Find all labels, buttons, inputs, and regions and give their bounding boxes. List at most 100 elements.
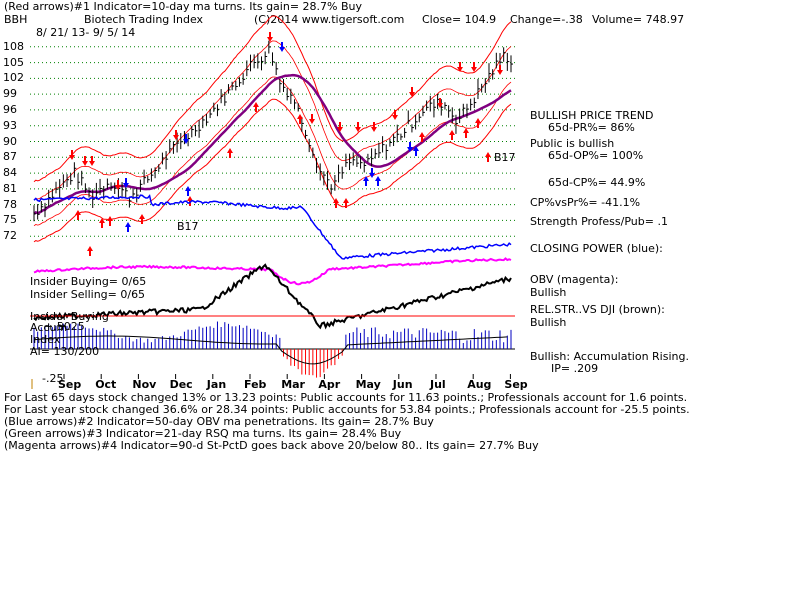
buy-arrow	[333, 198, 339, 208]
closing-power-line	[33, 194, 512, 260]
buy-arrow	[227, 148, 233, 158]
copyright: (C)2014 www.tigersoft.com	[254, 13, 405, 26]
y-tick-label: 81	[3, 181, 17, 195]
y-tick-label: 96	[3, 102, 17, 116]
x-tick-label: Nov	[132, 378, 157, 391]
sell-arrow	[409, 87, 415, 97]
y-tick-label: 78	[3, 197, 17, 211]
index-name: Biotech Trading Index	[84, 13, 204, 26]
blue-arrow	[369, 168, 375, 178]
buy-arrow	[297, 114, 303, 124]
blue-arrow	[123, 178, 129, 188]
obv-label: OBV (magenta):	[530, 273, 619, 286]
sell-arrow	[337, 122, 343, 132]
closing-power-label: CLOSING POWER (blue):	[530, 242, 663, 255]
op-value: 65d-OP%= 100%	[548, 149, 644, 162]
pr-value: 65d-PR%= 86%	[548, 121, 635, 134]
x-tick-label: Feb	[244, 378, 267, 391]
inner-lower-band	[33, 76, 512, 227]
acc-minus25: -.25	[42, 372, 64, 385]
buy-arrow	[475, 118, 481, 128]
symbol: BBH	[4, 13, 28, 26]
buy-arrow	[139, 214, 145, 224]
sell-arrow	[267, 32, 273, 42]
y-tick-label: 93	[3, 118, 17, 132]
x-tick-label: Jan	[206, 378, 227, 391]
b17-left-annotation: B17	[177, 220, 199, 233]
sell-arrow	[89, 156, 95, 166]
buy-arrow	[419, 132, 425, 142]
upper-band	[33, 15, 512, 183]
sell-arrow	[457, 62, 463, 72]
sell-arrow	[437, 98, 443, 108]
y-tick-label: 75	[3, 213, 17, 227]
sell-arrow	[115, 180, 121, 190]
acc-plus50: +.50	[44, 320, 71, 333]
y-tick-label: 102	[3, 71, 24, 85]
sell-arrow	[471, 62, 477, 72]
x-tick-label: Dec	[169, 378, 193, 391]
blue-arrow	[279, 42, 285, 52]
relstr-line	[33, 263, 512, 330]
x-tick-label: Mar	[281, 378, 305, 391]
x-tick-label: Sep	[58, 378, 82, 391]
insider-selling: Insider Selling= 0/65	[30, 288, 146, 301]
footer-line-2: For Last year stock changed 36.6% or 28.…	[4, 403, 690, 416]
cp-value: 65d-CP%= 44.9%	[548, 176, 646, 189]
blue-up-arrow	[185, 186, 191, 196]
footer-line-5: (Magenta arrows)#4 Indicator=90-d St-Pct…	[4, 439, 539, 452]
sell-arrow	[497, 65, 503, 75]
moving-average-line	[33, 73, 512, 215]
sell-arrow	[392, 110, 398, 120]
ai-value: AI= 130/200	[30, 345, 100, 358]
sell-arrow	[355, 122, 361, 132]
indicator-1-line: (Red arrows)#1 Indicator=10-day ma turns…	[4, 0, 362, 13]
accum-ma-line	[33, 335, 508, 365]
blue-up-arrow	[413, 146, 419, 156]
footer-line-1: For Last 65 days stock changed 13% or 13…	[4, 391, 688, 404]
y-tick-label: 84	[3, 166, 17, 180]
blue-arrow	[183, 134, 189, 144]
relstr-label: REL.STR..VS DJI (brown):	[530, 303, 665, 316]
footer-line-4: (Green arrows)#3 Indicator=21-day RSQ ma…	[4, 427, 402, 440]
inner-upper-band	[33, 40, 512, 201]
insider-buying: Insider Buying= 0/65	[30, 275, 147, 288]
y-tick-label: 108	[3, 39, 24, 53]
acc-plus25: +.25	[58, 320, 85, 333]
y-tick-label: 90	[3, 134, 17, 148]
buy-arrow	[99, 218, 105, 228]
obv-line	[33, 257, 512, 286]
lower-band	[33, 98, 512, 243]
sell-arrow	[371, 122, 377, 132]
date-range: 8/ 21/ 13- 9/ 5/ 14	[36, 26, 136, 39]
buy-arrow	[187, 196, 193, 206]
sell-arrow	[82, 156, 88, 166]
strength-value: Strength Profess/Pub= .1	[530, 215, 668, 228]
blue-arrow	[407, 142, 413, 152]
x-tick-label: Aug	[467, 378, 492, 391]
sell-arrow	[69, 150, 75, 160]
blue-up-arrow	[375, 176, 381, 186]
x-tick-label: Oct	[95, 378, 117, 391]
volume-value: Volume= 748.97	[592, 13, 685, 26]
x-tick-label: Apr	[318, 378, 341, 391]
y-tick-label: 99	[3, 87, 17, 101]
relstr-state: Bullish	[530, 316, 567, 329]
x-tick-label: Jul	[430, 378, 446, 391]
buy-arrow	[463, 128, 469, 138]
buy-arrow	[485, 152, 491, 162]
buy-arrow	[75, 210, 81, 220]
close-value: Close= 104.9	[422, 13, 497, 26]
y-tick-label: 105	[3, 55, 24, 69]
x-tick-label: Sep	[504, 378, 528, 391]
buy-arrow	[107, 216, 113, 226]
price-trend-label: BULLISH PRICE TREND	[530, 109, 654, 122]
footer-line-3: (Blue arrows)#2 Indicator=50-day OBV ma …	[4, 415, 434, 428]
buy-arrow	[449, 130, 455, 140]
blue-up-arrow	[125, 222, 131, 232]
public-label: Public is bullish	[530, 137, 615, 150]
accum-label: Accum	[30, 321, 68, 334]
b17-right-annotation: B17	[494, 151, 516, 164]
